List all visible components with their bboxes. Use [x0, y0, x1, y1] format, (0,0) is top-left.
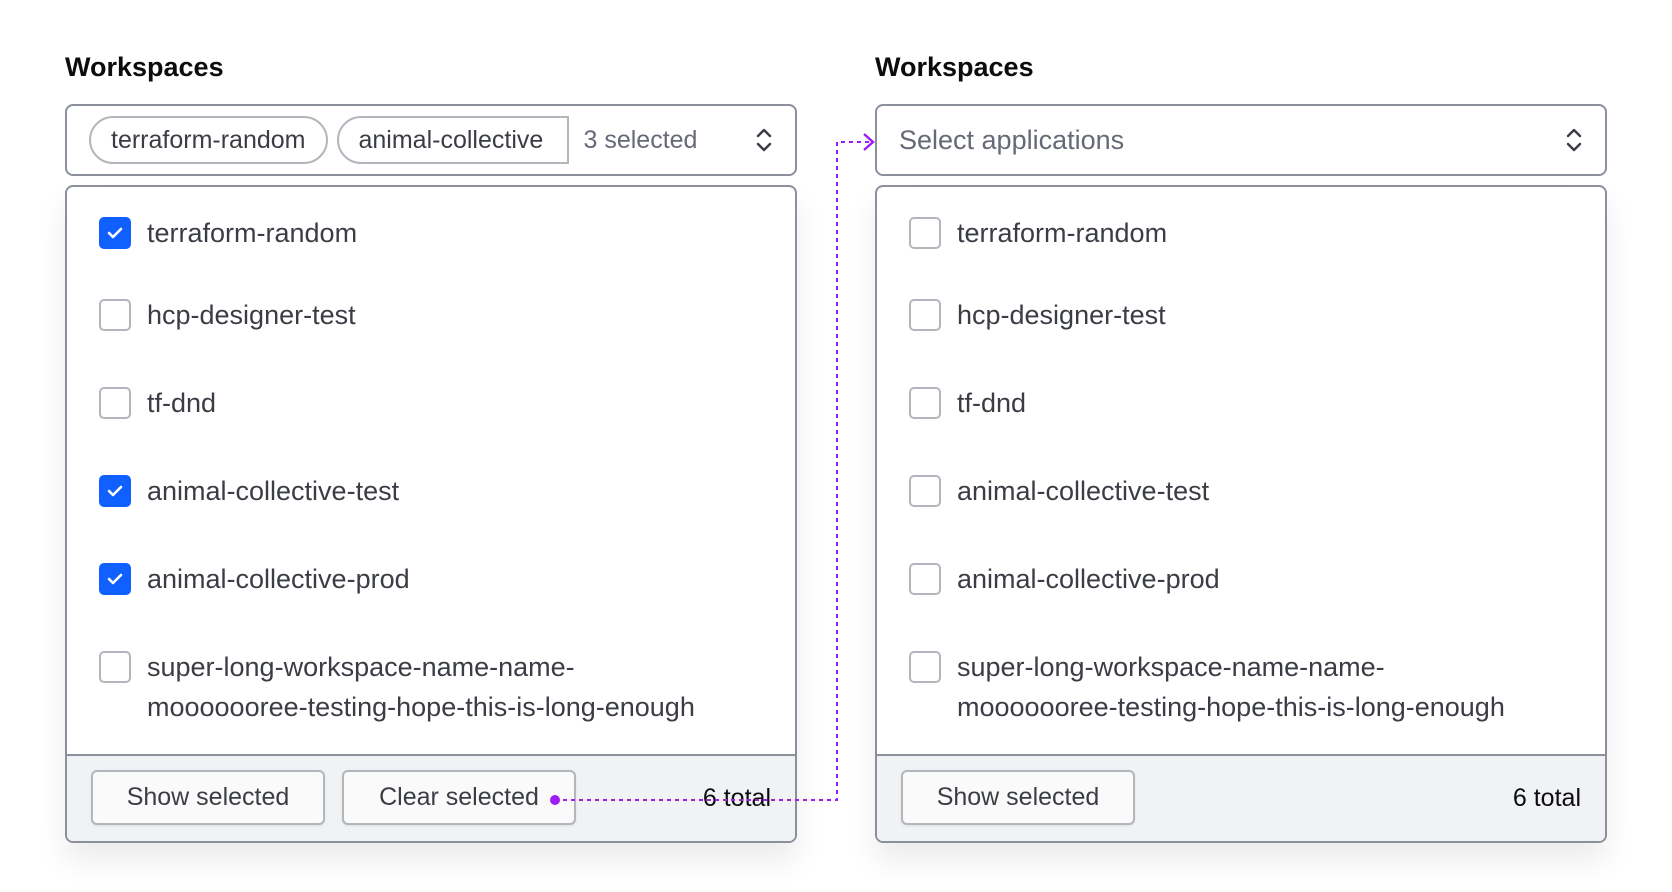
check-icon — [107, 485, 123, 497]
list-footer: Show selected Clear selected 6 total — [67, 754, 795, 841]
show-selected-button[interactable]: Show selected — [901, 770, 1135, 825]
checkbox[interactable] — [909, 387, 941, 419]
list-footer: Show selected 6 total — [877, 754, 1605, 841]
checkbox[interactable] — [909, 475, 941, 507]
total-count: 6 total — [702, 784, 771, 812]
option-label: tf-dnd — [147, 388, 217, 418]
selected-tag[interactable]: terraform-random — [89, 116, 328, 164]
option-label: terraform-random — [957, 218, 1168, 248]
checkbox-checked[interactable] — [99, 475, 131, 507]
checkbox-checked[interactable] — [99, 217, 131, 249]
list-item[interactable]: hcp-designer-test — [99, 299, 356, 335]
selected-count: 3 selected — [583, 125, 698, 154]
option-label: animal-collective-prod — [147, 564, 410, 594]
checkbox[interactable] — [99, 387, 131, 419]
show-selected-button[interactable]: Show selected — [91, 770, 325, 825]
checkbox[interactable] — [909, 563, 941, 595]
option-label: terraform-random — [147, 218, 358, 248]
total-count: 6 total — [1512, 784, 1581, 812]
check-icon — [107, 573, 123, 585]
option-label: animal-collective-test — [957, 476, 1210, 506]
list-item[interactable]: animal-collective-prod — [99, 563, 410, 599]
left-dropdown-list: Show selected Clear selected 6 total ter… — [65, 185, 797, 843]
chevron-up-down-icon — [756, 128, 772, 152]
checkbox[interactable] — [909, 299, 941, 331]
left-title: Workspaces — [65, 52, 224, 82]
list-item[interactable]: super-long-workspace-name-name-moooooore… — [99, 651, 767, 727]
checkbox[interactable] — [99, 299, 131, 331]
list-item[interactable]: terraform-random — [99, 217, 357, 253]
option-label: hcp-designer-test — [957, 300, 1166, 330]
list-item[interactable]: super-long-workspace-name-name-moooooore… — [909, 651, 1577, 727]
option-label: hcp-designer-test — [147, 300, 356, 330]
checkbox[interactable] — [909, 217, 941, 249]
clear-selected-button[interactable]: Clear selected — [342, 770, 576, 825]
checkbox-checked[interactable] — [99, 563, 131, 595]
selected-tag[interactable]: animal-collective — [336, 116, 569, 164]
right-dropdown-list: Show selected 6 total terraform-random hc… — [875, 185, 1607, 843]
list-item[interactable]: terraform-random — [909, 217, 1167, 253]
select-placeholder: Select applications — [899, 124, 1125, 155]
checkbox[interactable] — [99, 651, 131, 683]
list-item[interactable]: animal-collective-prod — [909, 563, 1220, 599]
option-label: animal-collective-test — [147, 476, 400, 506]
option-label: super-long-workspace-name-name-moooooore… — [147, 652, 695, 722]
checkbox[interactable] — [909, 651, 941, 683]
check-icon — [107, 227, 123, 239]
arrow-icon — [863, 133, 875, 151]
right-select[interactable]: Select applications — [875, 104, 1607, 176]
list-item[interactable]: hcp-designer-test — [909, 299, 1166, 335]
option-label: tf-dnd — [957, 388, 1027, 418]
list-item[interactable]: tf-dnd — [909, 387, 1026, 423]
list-item[interactable]: tf-dnd — [99, 387, 216, 423]
left-select[interactable]: terraform-random animal-collective 3 sel… — [65, 104, 797, 176]
option-label: animal-collective-prod — [957, 564, 1220, 594]
right-title: Workspaces — [875, 52, 1034, 82]
chevron-up-down-icon — [1566, 128, 1582, 152]
list-item[interactable]: animal-collective-test — [909, 475, 1209, 511]
option-label: super-long-workspace-name-name-moooooore… — [957, 652, 1505, 722]
list-item[interactable]: animal-collective-test — [99, 475, 399, 511]
